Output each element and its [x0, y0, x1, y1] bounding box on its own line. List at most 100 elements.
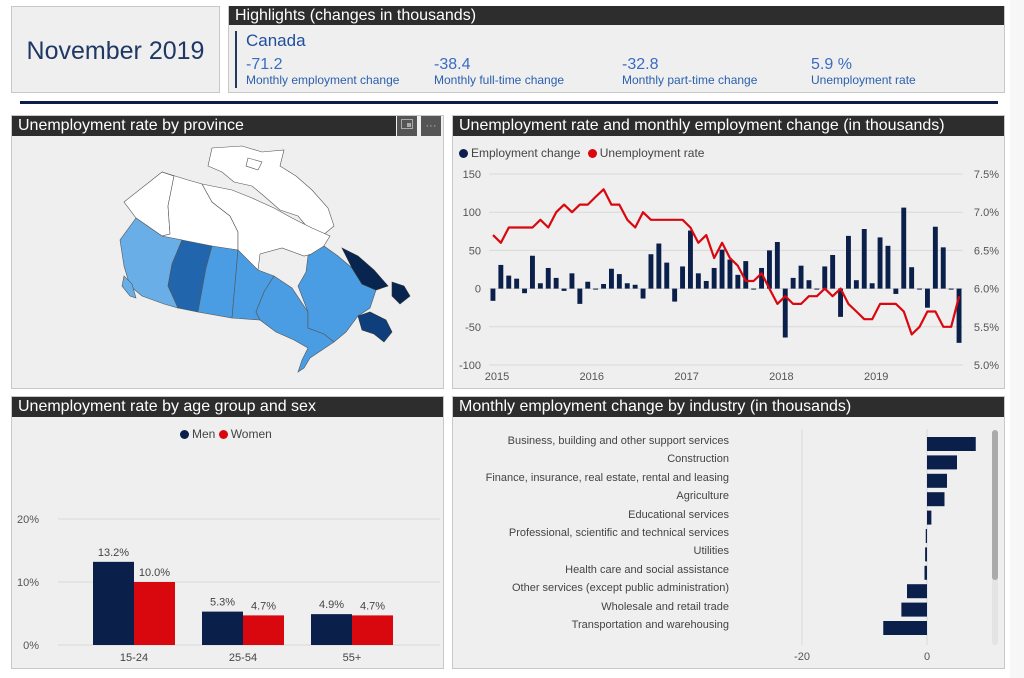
data-label: 13.2% — [98, 547, 129, 559]
kpi-full-time-change: -38.4 Monthly full-time change — [434, 56, 564, 87]
legend-dot-icon — [180, 430, 189, 439]
employment-change-bar — [609, 268, 614, 289]
employment-change-bar — [917, 288, 922, 290]
employment-change-bar — [561, 288, 567, 291]
age-legend: Men Women — [180, 427, 272, 441]
y-right-tick-label: 6.5% — [974, 245, 999, 257]
y-left-tick-label: 150 — [463, 169, 481, 181]
highlights-card: Highlights (changes in thousands) Canada… — [228, 6, 1005, 93]
legend-label: Women — [230, 427, 272, 441]
legend-label: Unemployment rate — [599, 146, 705, 160]
men-bar — [93, 561, 134, 645]
accent-bar — [235, 31, 237, 88]
legend-label: Employment change — [471, 146, 581, 160]
combo-chart-title: Unemployment rate and monthly employment… — [453, 116, 1004, 136]
employment-change-bar — [767, 250, 772, 289]
more-options-button[interactable]: ··· — [421, 116, 441, 136]
y-right-tick-label: 5.0% — [974, 360, 999, 372]
employment-change-bar — [901, 207, 907, 289]
women-bar — [134, 582, 175, 645]
region-newfoundland-labrador[interactable] — [341, 247, 411, 305]
region-quebec[interactable] — [297, 245, 377, 343]
women-bar — [243, 615, 284, 645]
age-chart-title: Unemployment rate by age group and sex — [12, 397, 443, 417]
employment-change-bar — [885, 245, 891, 289]
scrollbar-thumb[interactable] — [992, 430, 998, 580]
employment-change-bar — [869, 283, 875, 289]
x-tick-label: -20 — [794, 651, 810, 663]
category-label: 25-54 — [229, 652, 257, 664]
industry-bar — [927, 473, 947, 488]
kpi-employment-change: -71.2 Monthly employment change — [246, 56, 399, 87]
industry-bar — [927, 510, 932, 525]
industry-scrollbar[interactable] — [992, 430, 998, 645]
employment-change-bar — [569, 273, 575, 289]
kpi-unemployment-rate: 5.9 % Unemployment rate — [811, 56, 916, 87]
region-nunavut[interactable] — [201, 183, 331, 271]
legend-item-unemployment-rate[interactable]: Unemployment rate — [587, 146, 705, 160]
employment-change-bar — [522, 288, 527, 294]
industry-bar — [927, 492, 945, 507]
industry-bar — [925, 529, 927, 543]
industry-label: Construction — [667, 453, 729, 466]
data-label: 4.7% — [360, 600, 385, 612]
industry-bar — [927, 455, 957, 470]
employment-change-bar — [577, 288, 583, 304]
employment-change-bar — [672, 288, 678, 302]
employment-change-bar — [727, 259, 733, 289]
employment-change-bar — [948, 288, 954, 290]
employment-change-bar — [790, 277, 796, 289]
legend-item-men[interactable]: Men — [180, 427, 215, 441]
y-left-tick-label: -50 — [465, 322, 481, 334]
y-left-tick-label: -100 — [459, 360, 481, 372]
region-vancouver-island[interactable] — [121, 275, 137, 299]
age-sex-chart: Unemployment rate by age group and sex M… — [11, 396, 444, 669]
industry-label: Utilities — [693, 545, 729, 558]
women-bar — [352, 615, 393, 645]
employment-change-bar — [806, 280, 812, 289]
industry-bar — [907, 584, 927, 599]
kpi-part-time-change: -32.8 Monthly part-time change — [622, 56, 757, 87]
legend-item-employment-change[interactable]: Employment change — [459, 146, 580, 160]
x-tick-label: 0 — [924, 651, 930, 663]
x-tick-label: 2017 — [674, 371, 698, 383]
employment-change-bar — [774, 241, 780, 289]
y-right-tick-label: 7.0% — [974, 207, 999, 219]
employment-change-bar — [846, 235, 851, 289]
employment-change-bar — [656, 243, 662, 289]
kpi-label: Monthly employment change — [246, 73, 400, 87]
employment-change-bar — [925, 288, 930, 308]
employment-change-bar — [798, 265, 804, 289]
kpi-label: Unemployment rate — [811, 73, 916, 87]
employment-change-bar — [537, 283, 543, 289]
region-maritimes[interactable] — [357, 311, 393, 343]
employment-change-bar — [680, 266, 685, 289]
data-label: 10.0% — [139, 567, 170, 579]
employment-change-bar — [506, 275, 512, 289]
men-bar — [311, 614, 352, 645]
category-label: 55+ — [343, 652, 362, 664]
employment-change-bar — [877, 237, 883, 289]
province-map-visual[interactable]: Unemployment rate by province ··· — [11, 115, 444, 389]
employment-change-bar — [822, 266, 828, 289]
employment-change-bar — [838, 288, 843, 317]
kpi-value: 5.9 % — [811, 56, 852, 73]
region-british-columbia[interactable] — [119, 217, 183, 309]
y-right-tick-label: 6.0% — [974, 284, 999, 296]
y-left-tick-label: 100 — [463, 207, 481, 219]
employment-change-bar — [664, 262, 670, 289]
industry-label: Business, building and other support ser… — [507, 435, 729, 447]
employment-change-bar — [711, 267, 717, 289]
age-chart-plot: 20% 10% 0% 13.2% 10.0% 15-24 5.3% 4.7% 25-54 4.9%… — [17, 514, 440, 664]
x-tick-label: 2018 — [769, 371, 793, 383]
kpi-label: Monthly part-time change — [622, 73, 758, 87]
employment-change-bar — [616, 274, 622, 289]
focus-mode-button[interactable] — [397, 116, 417, 136]
kpi-value: -38.4 — [434, 56, 471, 73]
employment-change-bar — [932, 226, 938, 289]
legend-item-women[interactable]: Women — [218, 427, 272, 441]
x-tick-label: 2015 — [485, 371, 509, 383]
industry-chart-plot: -20 0 — [794, 429, 976, 663]
region-saskatchewan[interactable] — [197, 245, 239, 319]
x-tick-label: 2016 — [580, 371, 604, 383]
